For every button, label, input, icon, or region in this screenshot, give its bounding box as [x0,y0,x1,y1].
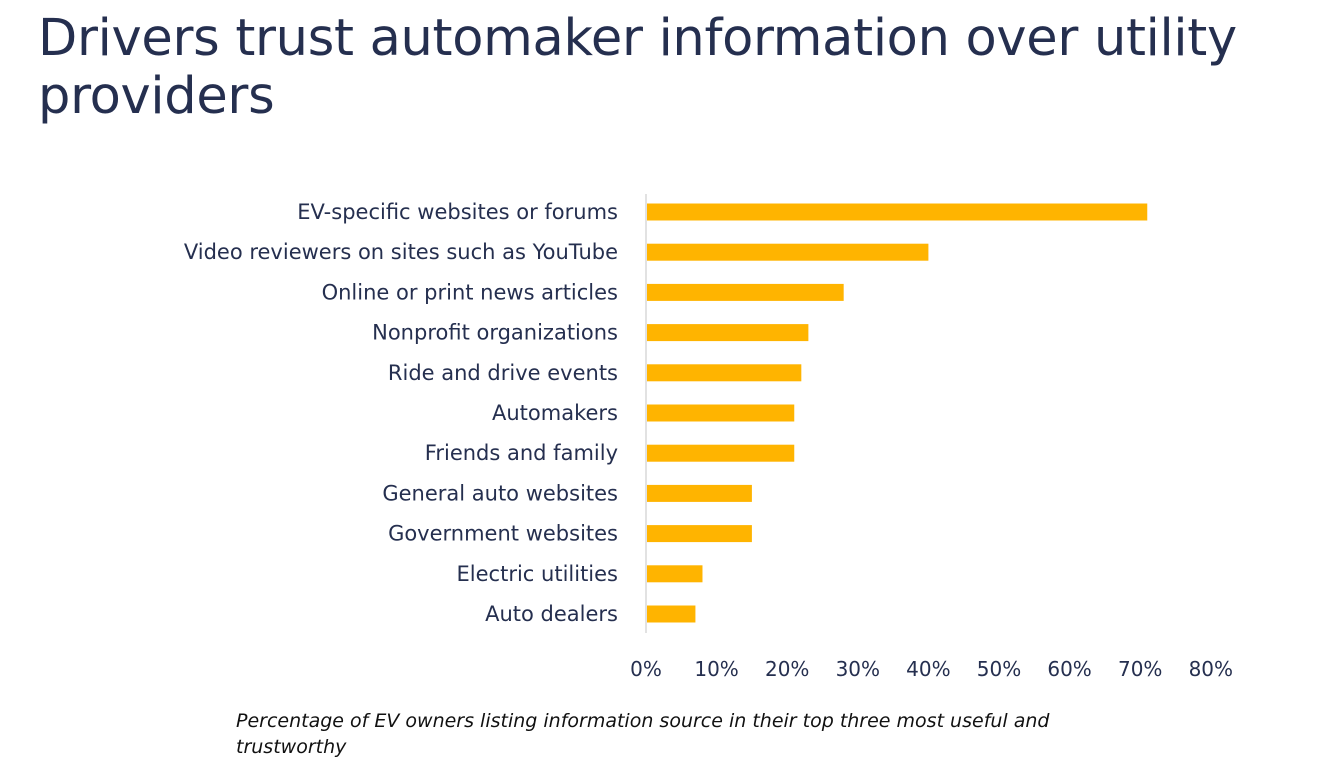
x-tick-label: 60% [1047,657,1091,681]
bar [647,605,696,623]
x-tick-label: 50% [977,657,1021,681]
x-tick-label: 0% [630,657,662,681]
page-title: Drivers trust automaker information over… [38,9,1237,126]
category-label: Nonprofit organizations [372,321,618,345]
category-label: Auto dealers [485,602,618,626]
category-label: General auto websites [382,481,618,505]
x-tick-label: 70% [1118,657,1162,681]
category-label: Ride and drive events [388,361,618,385]
x-tick-label: 10% [694,657,738,681]
x-tick-label: 20% [765,657,809,681]
x-tick-label: 80% [1189,657,1233,681]
bar [647,444,795,462]
category-label: Government websites [388,522,618,546]
category-label: Automakers [492,401,618,425]
bar [647,565,703,583]
category-label: Online or print news articles [322,280,618,304]
category-label: Friends and family [425,441,618,465]
category-label: Electric utilities [457,562,618,586]
x-tick-label: 40% [906,657,950,681]
bar [647,525,752,543]
x-tick-label: 30% [836,657,880,681]
bar [647,324,809,342]
bar [647,484,752,502]
category-label: EV-specific websites or forums [297,200,618,224]
bar [647,203,1148,221]
bar [647,243,929,261]
bar [647,404,795,422]
category-label: Video reviewers on sites such as YouTube [184,240,618,264]
chart-caption: Percentage of EV owners listing informat… [236,710,1050,758]
bar [647,364,802,382]
bar [647,283,844,301]
